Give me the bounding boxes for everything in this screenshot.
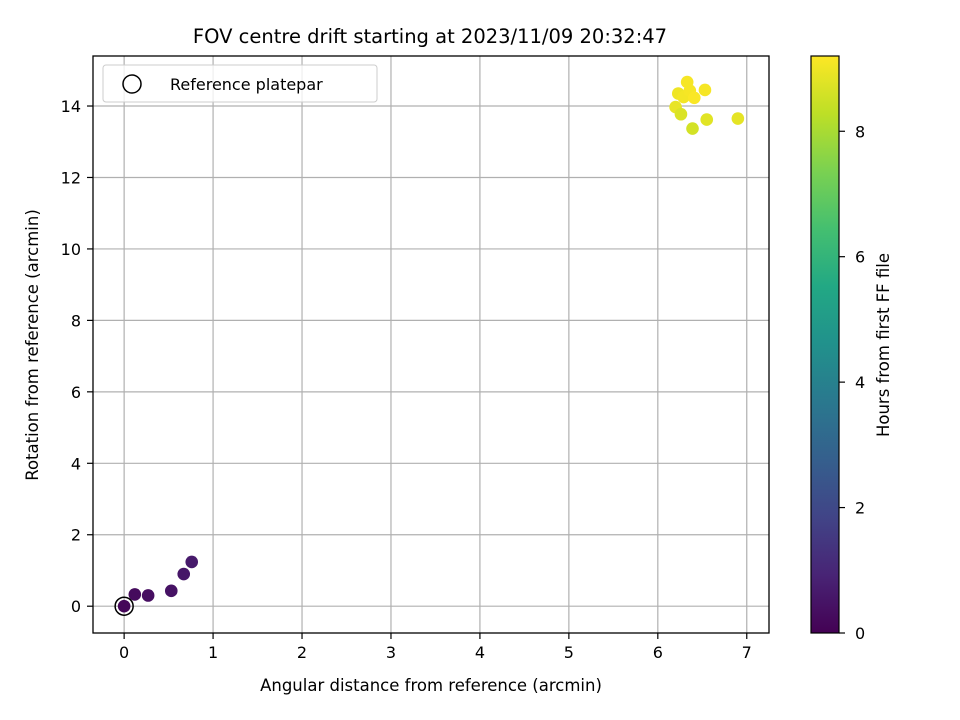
- data-point: [128, 588, 142, 601]
- x-axis-label: Angular distance from reference (arcmin): [260, 676, 602, 695]
- grid-lines: [93, 56, 769, 633]
- colorbar-label: Hours from first FF file: [874, 253, 893, 437]
- legend-label-reference: Reference platepar: [170, 75, 323, 94]
- colorbar-tick-label: 0: [855, 624, 865, 643]
- x-tick-label: 7: [742, 643, 752, 662]
- data-point: [700, 113, 714, 126]
- plot-frame: [92, 55, 770, 634]
- x-tick-label: 5: [564, 643, 574, 662]
- data-point: [687, 91, 701, 105]
- colorbar-gradient: [810, 55, 840, 634]
- data-point: [731, 112, 745, 125]
- colorbar-tick-label: 2: [855, 499, 865, 518]
- y-tick-label: 10: [61, 240, 81, 259]
- y-axis-ticks: 0 2 4 6 8 10 12 14: [61, 97, 93, 616]
- y-axis-label: Rotation from reference (arcmin): [23, 209, 42, 481]
- reference-platepar-marker: [114, 596, 134, 616]
- data-points: [114, 75, 745, 616]
- data-point: [686, 122, 699, 135]
- data-point: [117, 599, 131, 613]
- y-tick-label: 8: [71, 311, 81, 330]
- data-point: [185, 555, 199, 569]
- legend: Reference platepar: [102, 64, 378, 103]
- colorbar-tick-label: 8: [855, 122, 865, 141]
- colorbar-ticks: 0 2 4 6 8: [839, 122, 865, 643]
- data-point: [698, 83, 712, 97]
- data-point: [674, 107, 688, 121]
- data-point: [141, 589, 155, 602]
- legend-marker-reference: [122, 74, 142, 94]
- legend-box: [102, 64, 378, 103]
- x-tick-label: 2: [297, 643, 307, 662]
- y-tick-label: 6: [71, 383, 81, 402]
- chart-title: FOV centre drift starting at 2023/11/09 …: [193, 25, 667, 48]
- colorbar-tick-label: 6: [855, 248, 865, 267]
- x-tick-label: 4: [475, 643, 485, 662]
- x-tick-label: 3: [386, 643, 396, 662]
- y-tick-label: 12: [61, 168, 81, 187]
- y-tick-label: 4: [71, 454, 81, 473]
- colorbar: 0 2 4 6 8 Hours from first FF file: [810, 55, 893, 643]
- x-tick-label: 6: [653, 643, 663, 662]
- x-axis-ticks: 0 1 2 3 4 5 6 7: [119, 633, 752, 662]
- x-tick-label: 0: [119, 643, 129, 662]
- colorbar-tick-label: 4: [855, 373, 865, 392]
- y-tick-label: 14: [61, 97, 81, 116]
- y-tick-label: 0: [71, 597, 81, 616]
- data-point: [164, 584, 178, 598]
- x-tick-label: 1: [208, 643, 218, 662]
- data-point: [177, 567, 191, 581]
- y-tick-label: 2: [71, 526, 81, 545]
